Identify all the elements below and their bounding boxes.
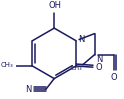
Text: N: N (78, 35, 85, 44)
Text: O: O (111, 73, 117, 82)
Text: N: N (96, 55, 103, 64)
Text: CH₃: CH₃ (0, 62, 13, 68)
Text: CH₃: CH₃ (70, 66, 82, 71)
Text: O: O (95, 63, 102, 72)
Text: OH: OH (48, 0, 61, 10)
Text: N: N (25, 85, 31, 94)
